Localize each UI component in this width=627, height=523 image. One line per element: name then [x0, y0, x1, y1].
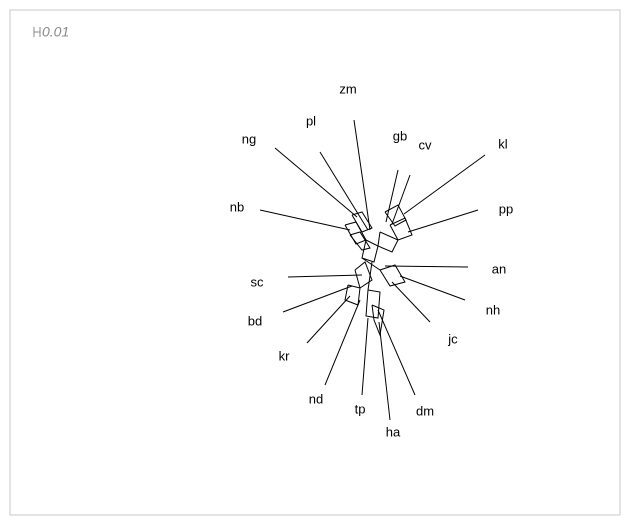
mesh-edge — [361, 257, 381, 271]
taxon-label: ng — [242, 131, 256, 146]
mesh-box — [389, 217, 413, 241]
taxon-label: kr — [279, 348, 291, 363]
taxon-edge — [391, 174, 411, 225]
taxon-label: an — [492, 261, 506, 276]
taxon-label: dm — [416, 403, 434, 418]
taxon-label: nh — [486, 302, 500, 317]
taxon-edge — [274, 147, 358, 218]
taxon-edge — [361, 317, 369, 396]
taxon-label: cv — [419, 137, 433, 152]
taxon-edge — [385, 169, 399, 223]
taxon-label: pp — [499, 201, 513, 216]
taxon-edge — [407, 209, 479, 233]
taxon-label: kl — [498, 136, 508, 151]
taxon-label: gb — [393, 128, 407, 143]
taxon-edge — [259, 209, 351, 231]
taxon-edge — [282, 285, 353, 313]
taxon-edge — [324, 299, 361, 386]
taxon-edge — [306, 295, 351, 344]
taxon-label: tp — [355, 401, 366, 416]
splits-mesh — [259, 119, 486, 421]
taxon-edge — [353, 119, 371, 231]
taxon-edge — [391, 281, 431, 323]
mesh-box — [354, 261, 373, 289]
taxon-edge — [377, 309, 416, 396]
taxon-label: nb — [230, 199, 244, 214]
mesh-box — [361, 239, 379, 263]
mesh-box — [365, 289, 381, 319]
mesh-box — [379, 264, 406, 287]
taxon-label: zm — [339, 81, 356, 96]
taxon-edge — [319, 151, 369, 231]
taxon-label: ha — [386, 424, 401, 439]
scale-label: 0.01 — [42, 24, 69, 40]
taxon-edge — [384, 265, 469, 268]
taxon-edge — [403, 154, 486, 215]
taxon-label: sc — [251, 274, 265, 289]
mesh-box — [349, 231, 371, 251]
frame — [9, 9, 621, 516]
taxon-label: nd — [309, 391, 323, 406]
taxon-label: jc — [447, 331, 458, 346]
taxon-label: pl — [306, 113, 316, 128]
taxon-edge — [399, 275, 466, 301]
mesh-edge — [367, 261, 373, 291]
taxon-edge — [378, 321, 391, 421]
taxon-edge — [287, 274, 363, 278]
mesh-box — [377, 231, 399, 253]
taxon-label: bd — [248, 313, 262, 328]
